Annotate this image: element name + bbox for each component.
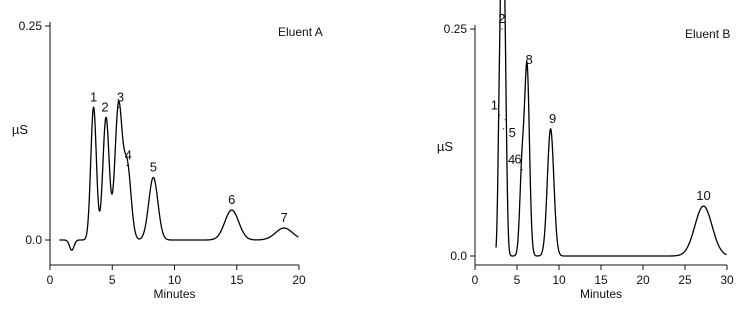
- chart-2-trace: [495, 0, 728, 257]
- chart-2-peak-9-apex: [550, 128, 552, 130]
- chart-1-x-tick-label: 20: [292, 273, 306, 287]
- chart-2-x-tick-label: 25: [678, 273, 692, 287]
- chart-2-y-tick-label: 0.25: [444, 22, 468, 36]
- chart-2-peak-8-apex: [526, 69, 528, 71]
- chart-1-x-axis-title: Minutes: [153, 287, 195, 301]
- chart-2-peak-label-5: 5: [509, 125, 516, 140]
- chart-2-peak-5-apex: [504, 119, 506, 121]
- chart-2-peak-label-6: 6: [514, 152, 521, 167]
- chart-2-peak-label-2: 2: [498, 11, 505, 26]
- chart-1-peak-5-apex: [152, 176, 154, 179]
- chart-1-peak-label-6: 6: [228, 192, 235, 207]
- chart-1-peak-label-1: 1: [90, 89, 97, 104]
- chart-2-y-tick-label: 0.0: [450, 249, 467, 263]
- chart-1-y-tick-label: 0.25: [19, 19, 43, 33]
- chart-2-x-tick-label: 10: [552, 273, 566, 287]
- chart-2-x-tick-label: 5: [514, 273, 521, 287]
- chart-1-trace: [58, 100, 299, 251]
- chart-1-peak-label-7: 7: [280, 210, 287, 225]
- chart-1-peak-4-apex: [126, 164, 128, 167]
- chart-2-peak-label-4: 4: [508, 152, 515, 167]
- chart-1-x-tick-label: 15: [230, 273, 244, 287]
- chart-1-peak-1-apex: [92, 106, 95, 108]
- chart-1-peak-2-apex: [105, 116, 107, 119]
- chart-2-x-tick-label: 15: [594, 273, 608, 287]
- chart-1-peak-label-3: 3: [117, 89, 124, 104]
- chart-1-y-tick-label: 0.0: [25, 233, 42, 247]
- chart-2-panel-label: Eluent B: [685, 27, 730, 41]
- chart-1-x-tick-label: 5: [109, 273, 116, 287]
- chart-1-x-tick-label: 10: [168, 273, 182, 287]
- chart-2-peak-2-apex: [501, 28, 503, 30]
- chart-2-x-tick-label: 0: [472, 273, 479, 287]
- chart-1-peak-6-apex: [231, 209, 233, 211]
- chart-2-peak-label-8: 8: [525, 52, 532, 67]
- chart-2-peak-1-apex: [498, 114, 500, 116]
- chart-2-peak-label-1: 1: [491, 97, 498, 112]
- chart-1-peak-label-2: 2: [101, 100, 108, 115]
- chart-2-y-axis-title: µS: [437, 139, 453, 154]
- chart-1-peak-label-5: 5: [150, 160, 157, 175]
- chart-2-x-tick-label: 30: [720, 273, 734, 287]
- chart-2-peak-10-apex: [702, 205, 705, 207]
- chart-1-panel-label: Eluent A: [278, 25, 323, 39]
- chart-1-x-tick-label: 0: [47, 273, 54, 287]
- chart-2-x-tick-label: 20: [636, 273, 650, 287]
- chart-1-y-axis-title: µS: [12, 122, 28, 137]
- chart-2-peak-4-apex: [502, 128, 505, 130]
- chart-2-peak-6-apex: [521, 169, 523, 171]
- chart-1-peak-label-4: 4: [125, 148, 132, 163]
- chart-2-x-axis-title: Minutes: [580, 287, 622, 301]
- chart-1-peak-3-apex: [117, 106, 120, 108]
- chart-1-peak-7-apex: [283, 227, 285, 229]
- chart-2-peak-label-9: 9: [549, 111, 556, 126]
- chart-2-peak-label-10: 10: [696, 188, 710, 203]
